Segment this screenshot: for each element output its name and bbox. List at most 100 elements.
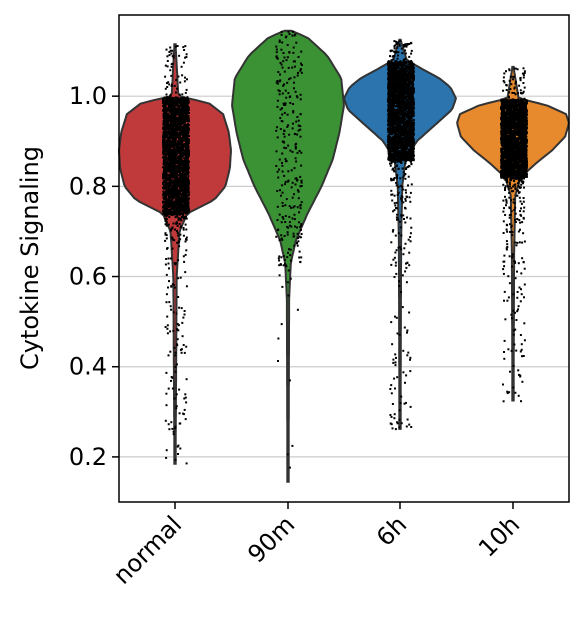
data-point xyxy=(165,205,168,208)
data-point xyxy=(298,211,301,214)
data-point xyxy=(165,273,168,276)
data-point xyxy=(174,172,177,174)
data-point xyxy=(182,61,185,64)
data-point xyxy=(181,212,183,215)
data-point xyxy=(165,136,168,139)
data-point xyxy=(292,30,294,33)
data-point xyxy=(184,253,187,256)
data-point xyxy=(293,244,296,247)
data-point xyxy=(171,154,173,157)
data-point xyxy=(387,99,389,102)
data-point xyxy=(181,201,184,204)
data-point xyxy=(396,108,399,111)
data-point xyxy=(298,235,301,238)
data-point xyxy=(411,133,413,136)
data-point xyxy=(387,61,390,63)
data-point xyxy=(186,169,189,172)
data-point xyxy=(172,210,175,213)
data-point xyxy=(183,176,186,179)
data-point xyxy=(182,196,185,199)
data-point xyxy=(168,190,171,193)
data-point xyxy=(280,30,283,33)
data-point xyxy=(175,206,178,209)
data-point xyxy=(185,401,188,404)
violin-10h xyxy=(456,65,570,402)
data-point xyxy=(170,207,173,210)
data-point xyxy=(183,180,186,183)
data-point xyxy=(278,158,281,161)
data-point xyxy=(283,56,286,59)
data-point xyxy=(171,129,174,132)
data-point xyxy=(276,126,279,129)
data-point xyxy=(393,157,396,160)
data-point xyxy=(181,148,184,151)
data-point xyxy=(292,46,295,49)
data-point xyxy=(276,105,279,108)
data-point xyxy=(172,169,174,172)
data-point xyxy=(284,215,287,217)
data-point xyxy=(391,133,393,136)
data-point xyxy=(293,65,296,68)
data-point xyxy=(178,422,181,425)
data-point xyxy=(281,238,284,241)
data-point xyxy=(168,188,171,191)
data-point xyxy=(285,59,288,62)
data-point xyxy=(183,149,186,152)
data-point xyxy=(399,79,402,82)
data-point xyxy=(183,194,186,197)
data-point xyxy=(180,209,182,212)
data-point xyxy=(173,200,176,203)
data-point xyxy=(184,271,187,274)
data-point xyxy=(395,132,398,135)
data-point xyxy=(180,206,183,209)
data-point xyxy=(179,166,181,169)
data-point xyxy=(186,171,189,174)
data-point xyxy=(178,148,181,151)
data-point xyxy=(175,363,178,366)
data-point xyxy=(162,206,165,209)
data-point xyxy=(185,181,188,184)
data-point xyxy=(181,189,184,191)
data-point xyxy=(392,132,395,135)
data-point xyxy=(167,200,170,203)
data-point xyxy=(180,144,183,147)
data-point xyxy=(404,112,407,115)
data-point xyxy=(177,150,180,153)
data-point xyxy=(406,113,409,116)
data-point xyxy=(171,163,173,166)
data-point xyxy=(402,149,405,152)
data-point xyxy=(287,251,289,254)
data-point xyxy=(391,157,394,159)
data-point xyxy=(177,110,180,113)
data-point xyxy=(291,217,294,220)
data-point xyxy=(175,134,178,137)
data-point xyxy=(282,84,285,87)
data-point xyxy=(184,104,187,106)
data-point xyxy=(395,149,398,152)
data-point xyxy=(184,164,187,167)
data-point xyxy=(186,172,189,175)
data-point xyxy=(180,114,182,117)
data-point xyxy=(166,119,169,122)
data-point xyxy=(298,250,301,253)
data-point xyxy=(176,203,179,206)
data-point xyxy=(179,115,182,118)
data-point xyxy=(168,146,171,149)
data-point xyxy=(179,213,181,216)
data-point xyxy=(163,104,166,107)
data-point xyxy=(401,61,404,64)
data-point xyxy=(281,161,283,164)
data-point xyxy=(171,213,174,216)
data-point xyxy=(165,118,168,121)
data-point xyxy=(185,161,187,163)
data-point xyxy=(397,81,400,84)
data-point xyxy=(170,52,173,55)
data-point xyxy=(275,235,278,238)
data-point xyxy=(177,142,180,145)
data-point xyxy=(172,163,175,166)
data-point xyxy=(182,344,185,346)
data-point xyxy=(172,185,175,187)
data-point xyxy=(165,175,168,178)
data-point xyxy=(176,196,179,199)
data-point xyxy=(170,196,173,199)
